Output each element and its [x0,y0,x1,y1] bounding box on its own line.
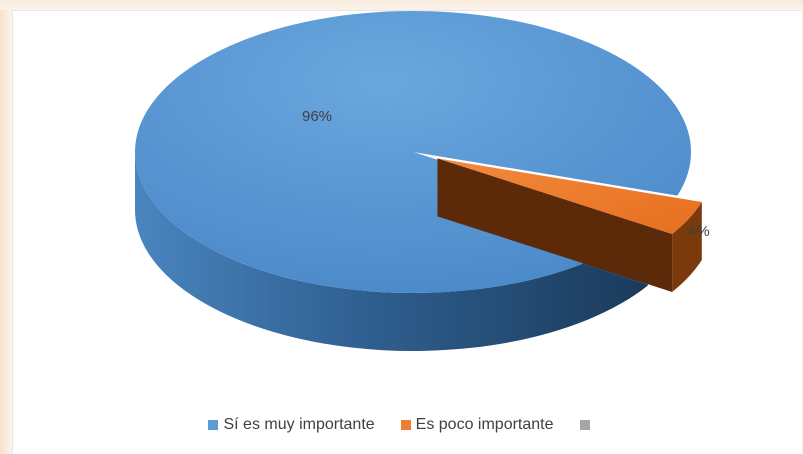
slice-1-top [437,158,702,234]
slice-1-side [672,201,702,292]
legend: Sí es muy importante Es poco importante [0,416,803,434]
pie-group [135,10,702,351]
slice-label-1: 4% [688,223,710,240]
legend-label-0: Sí es muy importante [223,416,375,433]
legend-item-0: Sí es muy importante [208,416,375,434]
legend-swatch-1 [400,420,411,430]
background-band-top [0,0,803,10]
legend-item-1: Es poco importante [400,416,554,434]
slice-label-0: 96% [302,108,332,125]
legend-swatch-0 [208,420,219,430]
background-band-left [0,0,12,454]
legend-label-1: Es poco importante [415,416,554,433]
slice-0-side [135,152,648,351]
legend-swatch-2 [579,420,590,430]
slice-1-cut-face [437,158,673,292]
legend-item-2 [579,420,595,430]
